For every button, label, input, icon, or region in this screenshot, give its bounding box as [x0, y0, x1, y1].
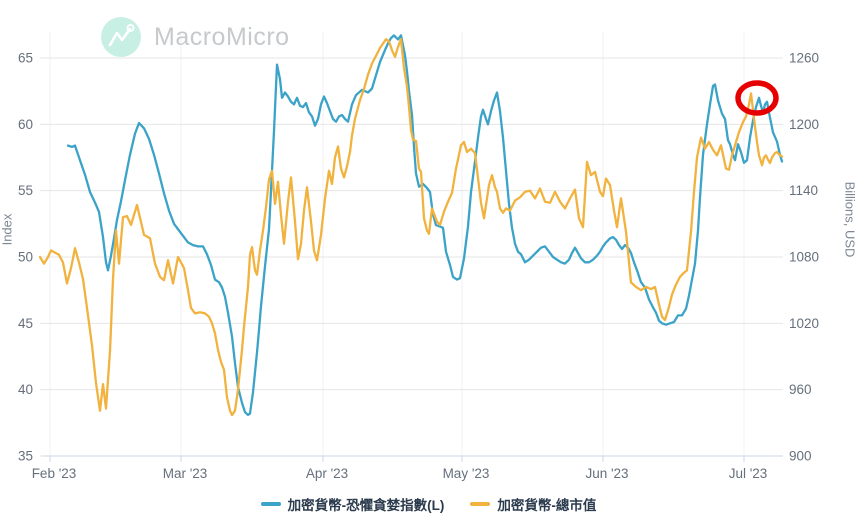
- macromicro-logo: MacroMicro: [100, 15, 290, 59]
- macromicro-logo-icon: [101, 17, 141, 57]
- right-axis-tick-label: 1260: [789, 51, 819, 66]
- left-axis-title: Index: [0, 213, 15, 246]
- x-axis-tick-label: Jun '23: [585, 466, 628, 481]
- x-axis-tick-label: May '23: [443, 466, 490, 481]
- x-axis-tick-label: Jul '23: [729, 466, 768, 481]
- right-axis-title: Billions, USD: [842, 181, 857, 258]
- highlight-ellipse-annotation: [735, 80, 779, 116]
- right-axis-tick-label: 900: [789, 449, 812, 464]
- left-axis-tick-label: 45: [18, 316, 33, 331]
- left-axis-tick-label: 40: [18, 382, 33, 397]
- left-axis-tick-label: 50: [18, 250, 33, 265]
- legend-swatch-icon: [470, 502, 491, 506]
- logo-wordmark: MacroMicro: [154, 22, 290, 51]
- right-axis-tick-label: 960: [789, 382, 812, 397]
- left-axis-tick-label: 60: [18, 117, 33, 132]
- right-axis-tick-label: 1020: [789, 316, 819, 331]
- right-axis-tick-label: 1200: [789, 117, 819, 132]
- x-axis-tick-label: Mar '23: [163, 466, 208, 481]
- series-line-right[interactable]: [38, 38, 784, 417]
- x-axis-tick-label: Apr '23: [306, 466, 348, 481]
- right-axis-tick-label: 1140: [789, 183, 818, 198]
- legend-swatch-icon: [260, 502, 281, 506]
- left-axis-tick-label: 65: [18, 51, 33, 66]
- left-axis-tick-label: 35: [18, 449, 33, 464]
- legend: 加密貨幣-恐懼貪婪指數(L) 加密貨幣-總市值: [0, 494, 857, 514]
- legend-label: 加密貨幣-總市值: [497, 498, 597, 513]
- series-line-left[interactable]: [66, 34, 784, 417]
- legend-item-0[interactable]: 加密貨幣-恐懼貪婪指數(L): [260, 494, 445, 514]
- legend-item-1[interactable]: 加密貨幣-總市值: [470, 494, 596, 514]
- left-axis-tick-label: 55: [18, 183, 33, 198]
- legend-label: 加密貨幣-恐懼貪婪指數(L): [287, 498, 445, 513]
- right-axis-tick-label: 1080: [789, 250, 819, 265]
- x-axis-tick-label: Feb '23: [32, 466, 77, 481]
